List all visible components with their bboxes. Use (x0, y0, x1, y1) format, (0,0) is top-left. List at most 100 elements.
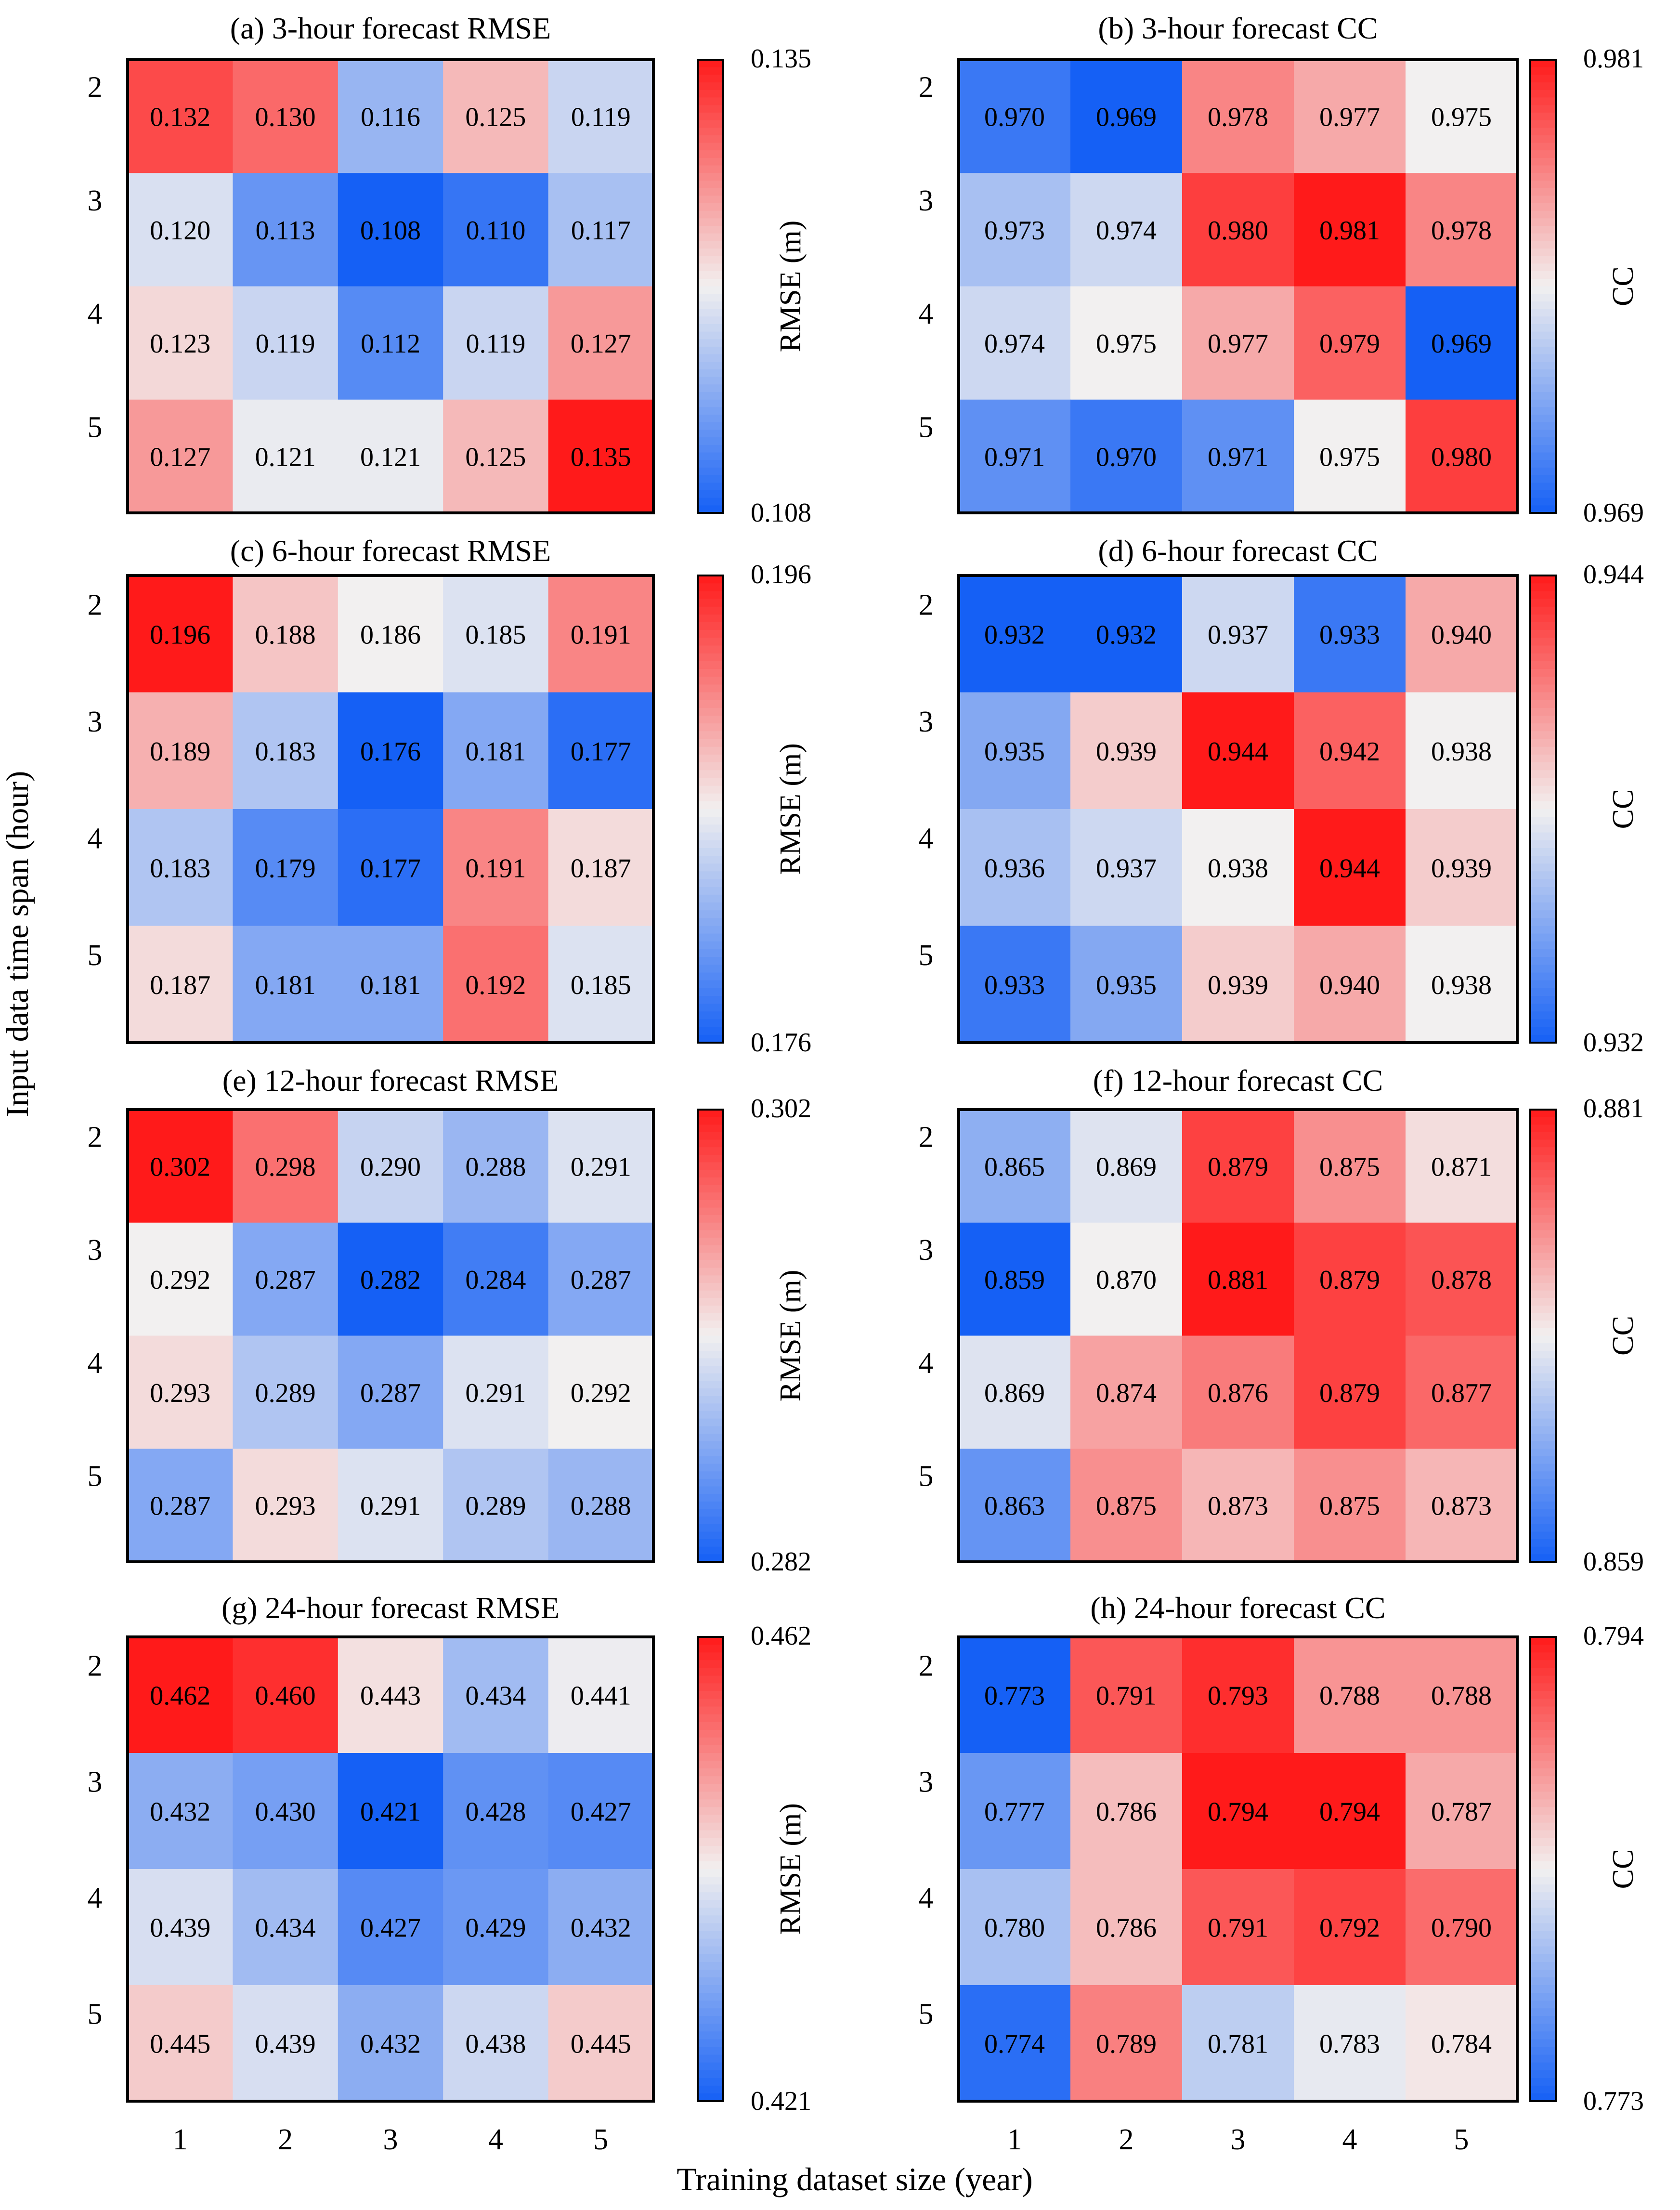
colorbar-band (698, 422, 723, 431)
cell-value-label: 0.869 (1096, 1152, 1157, 1182)
colorbar-band (1530, 2062, 1556, 2071)
y-tick-label: 4 (88, 1347, 103, 1380)
colorbar-band (698, 1776, 723, 1785)
heatmap-cell (443, 575, 549, 693)
y-tick-label: 5 (919, 411, 934, 444)
heatmap-cell (233, 692, 339, 810)
heatmap-cell (1182, 1869, 1294, 1986)
cell-value-label: 0.935 (1096, 970, 1157, 1000)
cell-value-label: 0.421 (360, 1797, 421, 1827)
colorbar-band (698, 1147, 723, 1155)
cell-value-label: 0.287 (360, 1378, 421, 1408)
heatmap-cell (548, 1985, 654, 2102)
cell-value-label: 0.873 (1431, 1491, 1492, 1521)
cell-value-label: 0.302 (150, 1152, 210, 1182)
colorbar-band (1530, 1985, 1556, 1993)
colorbar-band (698, 1946, 723, 1955)
y-tick-label: 5 (88, 411, 103, 444)
heatmap-cell (548, 1637, 654, 1753)
cell-value-label: 0.434 (465, 1681, 526, 1711)
cell-value-label: 0.192 (465, 970, 526, 1000)
heatmap-cell (1070, 173, 1183, 287)
colorbar-band (698, 2039, 723, 2048)
heatmap-cell (1070, 1222, 1183, 1336)
colorbar-band (1530, 173, 1556, 181)
colorbar-band (698, 278, 723, 287)
heatmap-cell (1406, 926, 1518, 1043)
heatmap-cell (1294, 399, 1406, 513)
colorbar-band (698, 324, 723, 332)
colorbar-band (1530, 1546, 1556, 1555)
colorbar-band (1530, 377, 1556, 385)
colorbar-band (698, 331, 723, 340)
colorbar-band (698, 638, 723, 646)
cell-value-label: 0.112 (361, 329, 420, 359)
colorbar-band (698, 1238, 723, 1246)
colorbar-band (698, 1699, 723, 1707)
cell-value-label: 0.438 (465, 2029, 526, 2059)
cell-value-label: 0.135 (571, 442, 631, 472)
cell-value-label: 0.125 (465, 442, 526, 472)
colorbar-band (698, 778, 723, 786)
colorbar-band (1530, 1869, 1556, 1877)
colorbar-band (698, 1125, 723, 1133)
figure-x-axis-label: Training dataset size (year) (677, 2161, 1033, 2197)
colorbar-band (698, 437, 723, 445)
colorbar-band (698, 1706, 723, 1715)
colorbar-band (698, 173, 723, 181)
cell-value-label: 0.932 (1096, 620, 1157, 650)
colorbar-band (698, 1403, 723, 1412)
colorbar-band (1530, 1768, 1556, 1777)
heatmap-cell (128, 1637, 233, 1753)
cell-value-label: 0.980 (1208, 216, 1268, 246)
colorbar-band (1530, 1822, 1556, 1831)
colorbar-band (698, 1845, 723, 1854)
colorbar-band (1530, 2047, 1556, 2055)
cell-value-label: 0.978 (1431, 216, 1492, 246)
colorbar-band (1530, 700, 1556, 708)
colorbar-band (698, 301, 723, 310)
colorbar-band (698, 112, 723, 121)
y-tick-label: 2 (919, 71, 934, 104)
colorbar-band (698, 980, 723, 989)
cell-value-label: 0.127 (571, 329, 631, 359)
colorbar-band (698, 1861, 723, 1870)
colorbar-band (1530, 1200, 1556, 1208)
colorbar-band (1530, 271, 1556, 279)
colorbar-band (698, 988, 723, 996)
y-tick-label: 4 (88, 822, 103, 855)
colorbar-band (698, 1373, 723, 1382)
heatmap-cell (443, 60, 549, 173)
colorbar-band (1530, 196, 1556, 204)
colorbar-band (1530, 452, 1556, 461)
colorbar-band (1530, 422, 1556, 431)
colorbar-band (1530, 1305, 1556, 1314)
colorbar-band (1530, 97, 1556, 105)
cell-value-label: 0.443 (360, 1681, 421, 1711)
colorbar-band (698, 1853, 723, 1862)
colorbar-band (1530, 1154, 1556, 1163)
colorbar-band (698, 770, 723, 779)
colorbar-band (1530, 926, 1556, 934)
heatmap-cell (1182, 1449, 1294, 1562)
cell-value-label: 0.786 (1096, 1797, 1157, 1827)
colorbar-max-label: 0.462 (751, 1621, 811, 1651)
cell-value-label: 0.939 (1208, 970, 1268, 1000)
colorbar-band (698, 785, 723, 794)
colorbar-band (698, 150, 723, 158)
cell-value-label: 0.979 (1319, 329, 1380, 359)
colorbar-band (1530, 1915, 1556, 1924)
colorbar-band (1530, 1170, 1556, 1178)
colorbar-band (698, 739, 723, 747)
heatmap-frame (126, 1635, 655, 2103)
colorbar-band (698, 700, 723, 708)
cell-value-label: 0.291 (571, 1152, 631, 1182)
colorbar-band (1530, 1830, 1556, 1839)
cell-value-label: 0.879 (1208, 1152, 1268, 1182)
colorbar-band (698, 1675, 723, 1684)
colorbar-band (698, 399, 723, 408)
cell-value-label: 0.290 (360, 1152, 421, 1182)
colorbar-band (1530, 1877, 1556, 1885)
colorbar-band (1530, 1938, 1556, 1947)
colorbar-band (698, 723, 723, 732)
